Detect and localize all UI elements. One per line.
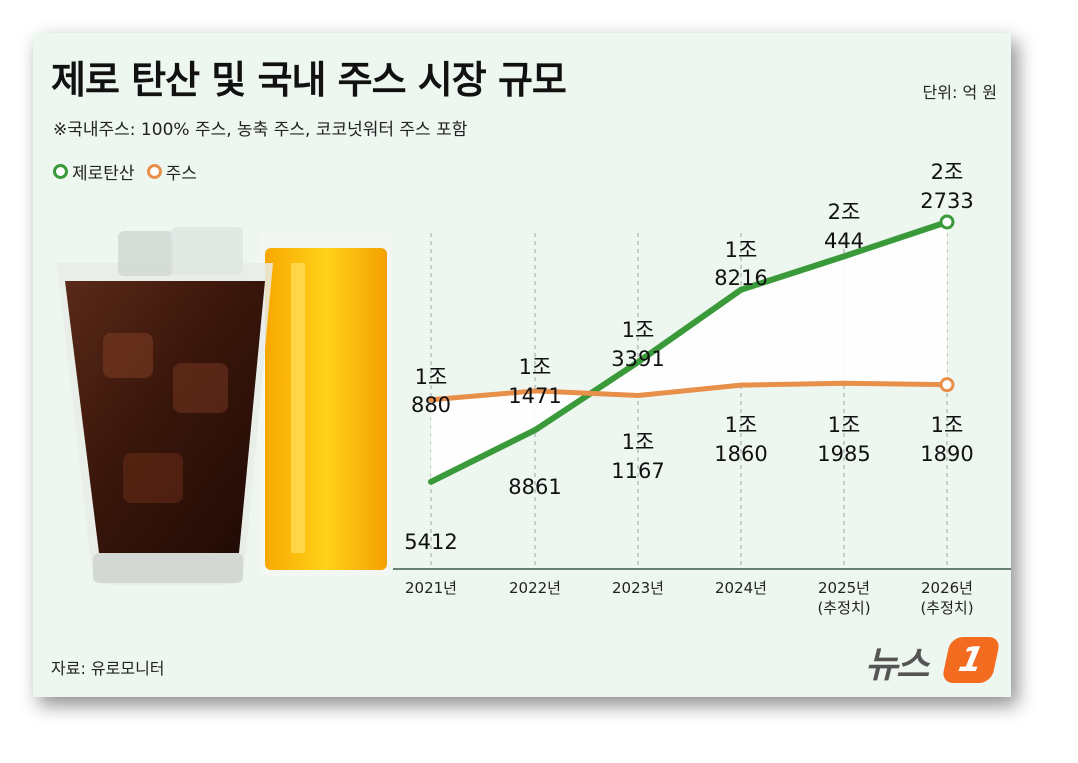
- data-label-juice: 1조: [725, 413, 758, 437]
- data-label-juice: 1조: [931, 413, 964, 437]
- data-label-juice: 1985: [817, 442, 870, 466]
- unit-note: 단위: 억 원: [922, 83, 997, 102]
- series-endpoint-juice: [939, 377, 955, 393]
- area-between-series: [431, 222, 947, 482]
- data-label-zero-soda: 5412: [404, 530, 457, 554]
- legend: 제로탄산 주스: [53, 159, 197, 184]
- juice-definition-note: ※국내주스: 100% 주스, 농축 주스, 코코넛워터 주스 포함: [53, 120, 468, 140]
- drinks-photo: [57, 227, 393, 585]
- data-label-zero-soda: 1조: [622, 318, 655, 342]
- data-label-zero-soda: 1조: [725, 238, 758, 262]
- series-endpoint-zero-soda: [939, 214, 955, 230]
- data-label-juice: 1890: [920, 442, 973, 466]
- chart-title: 제로 탄산 및 국내 주스 시장 규모: [51, 58, 567, 102]
- data-label-juice: 1조: [622, 430, 655, 454]
- news1-logo-text: 뉴스: [865, 645, 929, 686]
- data-label-zero-soda: 2조: [931, 160, 964, 184]
- legend-label-juice: 주스: [165, 164, 197, 184]
- data-label-juice: 1471: [508, 384, 561, 408]
- legend-label-zero-soda: 제로탄산: [72, 164, 135, 184]
- x-tick-label: 2025년: [818, 579, 870, 597]
- data-label-juice: 880: [411, 393, 451, 417]
- x-tick-label: 2024년: [715, 579, 767, 597]
- data-label-zero-soda: 2조: [828, 200, 861, 224]
- x-tick-label: 2023년: [612, 579, 664, 597]
- x-tick-sublabel: (추정치): [817, 599, 870, 617]
- series-line-juice: [428, 380, 950, 403]
- x-tick-label: 2021년: [405, 579, 457, 597]
- infographic-card: 2021년 2022년 2023년 2024년 2025년 (추정치) 2026년 (추정치)…: [33, 33, 1011, 697]
- legend-marker-juice: [146, 164, 162, 179]
- legend-marker-zero-soda: [53, 164, 68, 179]
- data-label-zero-soda: 3391: [611, 347, 664, 371]
- data-label-zero-soda: 444: [824, 229, 864, 253]
- line-chart: 2021년 2022년 2023년 2024년 2025년 (추정치) 2026년 (추정치)…: [393, 160, 1011, 617]
- legend-item-zero-soda: 제로탄산: [53, 159, 135, 184]
- x-tick-sublabel: (추정치): [920, 599, 973, 617]
- x-tick-label: 2026년: [921, 579, 973, 597]
- data-label-zero-soda: 2733: [920, 189, 973, 213]
- data-label-juice: 1조: [828, 413, 861, 437]
- series-line-zero-soda: [428, 219, 950, 485]
- data-label-juice: 1조: [519, 355, 552, 379]
- data-label-juice: 1860: [714, 442, 767, 466]
- data-label-juice: 1조: [415, 365, 448, 389]
- data-label-zero-soda: 8216: [714, 266, 767, 290]
- source-note: 자료: 유로모니터: [51, 659, 165, 678]
- x-tick-label: 2022년: [509, 579, 561, 597]
- data-label-juice: 1167: [611, 459, 664, 483]
- data-label-zero-soda: 8861: [508, 475, 561, 499]
- legend-item-juice: 주스: [146, 159, 197, 184]
